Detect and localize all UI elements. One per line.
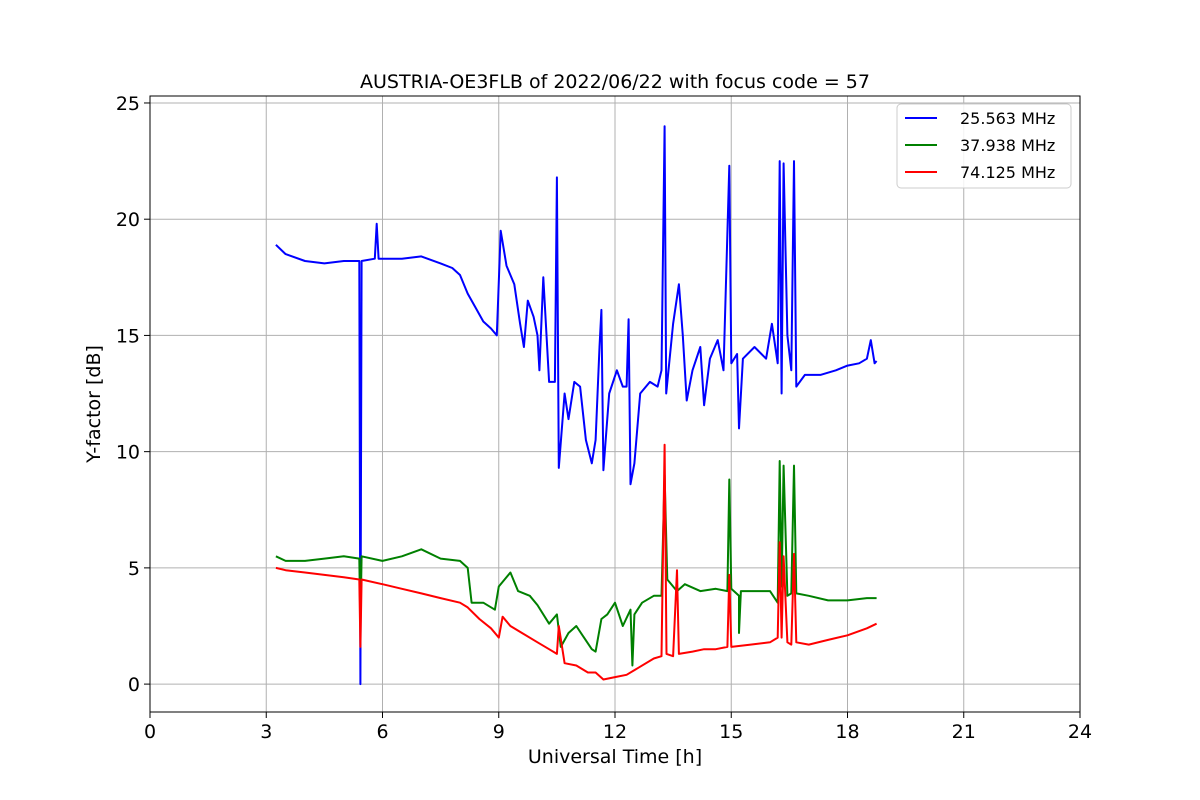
x-axis-ticks: 0 3 6 9 12 15 18 21 24 — [144, 712, 1092, 743]
grid-lines — [149, 96, 1081, 712]
x-tick-label: 3 — [260, 721, 272, 743]
y-tick-label: 15 — [116, 325, 140, 347]
series-line-1 — [275, 125, 878, 686]
y-tick-label: 5 — [128, 558, 140, 580]
x-tick-label: 18 — [835, 721, 859, 743]
series-line-3 — [275, 443, 878, 681]
y-tick-label: 10 — [116, 442, 140, 464]
y-tick-label: 0 — [128, 674, 140, 696]
legend-label-series-1: 25.563 MHz — [960, 109, 1055, 128]
series-line-2 — [275, 460, 877, 667]
y-tick-label: 25 — [116, 93, 140, 115]
y-axis-ticks: 0 5 10 15 20 25 — [116, 93, 150, 696]
x-tick-label: 21 — [952, 721, 976, 743]
x-tick-label: 15 — [719, 721, 743, 743]
x-tick-label: 9 — [493, 721, 505, 743]
legend: 25.563 MHz 37.938 MHz 74.125 MHz — [896, 103, 1072, 189]
chart-title: AUSTRIA-OE3FLB of 2022/06/22 with focus … — [360, 71, 870, 93]
legend-box — [896, 103, 1072, 189]
plot-series — [275, 125, 878, 686]
x-tick-label: 6 — [376, 721, 388, 743]
legend-label-series-2: 37.938 MHz — [960, 136, 1055, 155]
x-tick-label: 0 — [144, 721, 156, 743]
x-axis-label: Universal Time [h] — [528, 746, 702, 768]
x-tick-label: 24 — [1068, 721, 1092, 743]
x-tick-label: 12 — [603, 721, 627, 743]
y-tick-label: 20 — [116, 209, 140, 231]
legend-label-series-3: 74.125 MHz — [960, 163, 1055, 182]
y-axis-label: Y-factor [dB] — [83, 345, 105, 464]
